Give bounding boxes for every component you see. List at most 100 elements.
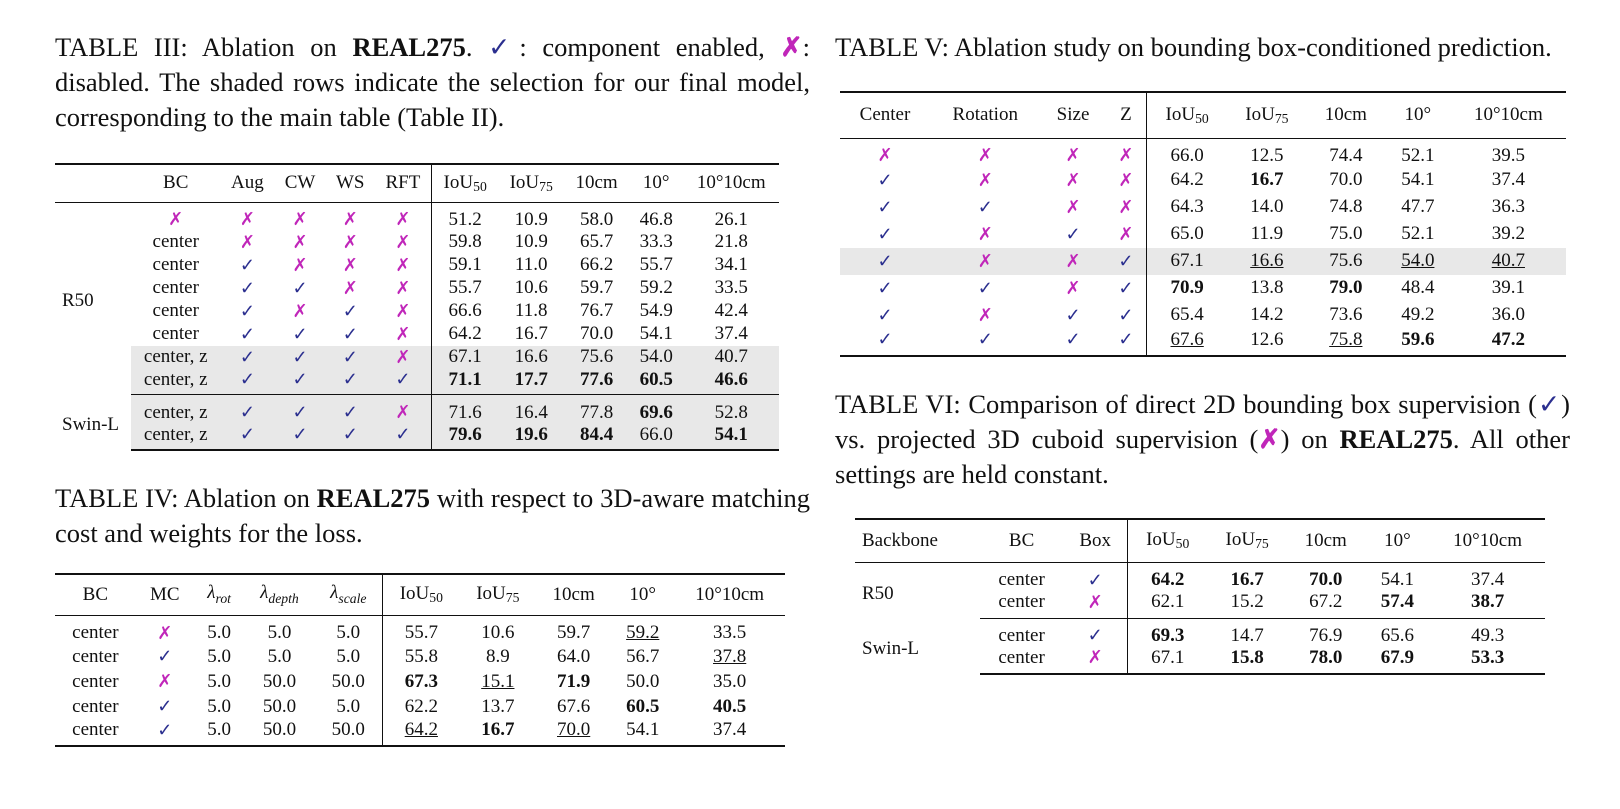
t6-header-bc: BC [979, 518, 1064, 563]
cross-icon: ✗ [168, 209, 184, 229]
table3: BC Aug CW WS RFT IoU50 IoU75 10cm 10° 10… [55, 163, 779, 451]
cross-icon: ✗ [395, 254, 411, 275]
table-cell: 37.8 [713, 645, 747, 667]
table-row: center ✓ ✓ ✗ ✗ 55.7 10.6 59.7 59.2 33.5 [55, 276, 779, 300]
table-cell: 54.0 [1384, 247, 1451, 275]
table-cell: 59.6 [1384, 328, 1451, 357]
table-cell: 14.7 [1230, 624, 1264, 646]
table-cell: 26.1 [714, 208, 748, 230]
table-cell: 56.7 [626, 645, 660, 667]
table-cell: 11.8 [514, 300, 548, 321]
table-cell: 60.5 [626, 695, 660, 717]
table-cell: 33.5 [714, 277, 748, 298]
check-icon: ✓ [239, 277, 255, 298]
cross-icon: ✗ [342, 231, 358, 252]
table-cell: 14.2 [1250, 304, 1284, 325]
table-cell: 58.0 [579, 208, 614, 230]
table-cell: 59.1 [431, 253, 499, 277]
table-cell: 66.0 [1146, 138, 1228, 167]
table-cell: 8.9 [485, 645, 510, 667]
t5-header-rotation: Rotation [952, 104, 1018, 126]
table-row: R50 ✗ ✗ ✗ ✗ ✗ 51.2 10.9 58.0 46.8 26.1 [55, 202, 779, 311]
table-cell: 52.1 [1401, 144, 1435, 166]
table-cell: 5.0 [267, 622, 292, 643]
t5-header-10deg: 10° [1404, 104, 1432, 126]
table-cell: 65.4 [1146, 301, 1228, 329]
cross-icon: ✗ [977, 169, 993, 190]
table-cell: 13.7 [481, 695, 515, 717]
table-cell: 5.0 [207, 670, 231, 692]
table-cell: center [72, 622, 119, 643]
cross-icon: ✗ [374, 394, 432, 424]
table-cell: center [979, 646, 1064, 675]
check-icon: ✓ [325, 368, 375, 395]
cross-icon: ✗ [342, 254, 358, 275]
table-row: center ✓ 5.0 50.0 50.0 64.2 16.7 70.0 54.1 37.4 [55, 719, 785, 747]
table-cell: 67.6 [1146, 328, 1228, 357]
table-cell: 71.1 [431, 368, 499, 395]
table-cell: 78.0 [1286, 646, 1365, 675]
table-cell: 14.0 [1250, 196, 1284, 217]
table-cell: center [152, 323, 199, 344]
table6: Backbone BC Box IoU50 IoU75 10cm 10° 10°… [855, 518, 1545, 675]
table-cell: 48.4 [1401, 277, 1435, 298]
table-cell: 12.5 [1250, 144, 1284, 166]
cross-icon: ✗ [157, 622, 173, 643]
table-cell: 57.4 [1364, 591, 1431, 619]
check-icon: ✓ [977, 196, 993, 217]
table-cell: 40.5 [713, 695, 747, 717]
table-cell: 55.7 [431, 276, 499, 300]
check-icon: ✓ [1065, 223, 1081, 244]
table-cell: 16.4 [498, 394, 565, 424]
cross-icon: ✗ [977, 223, 993, 244]
table-cell: 55.7 [381, 615, 460, 644]
table-cell: 55.8 [381, 644, 460, 669]
table3-caption: TABLE III: Ablation on REAL275. ✓: compo… [55, 32, 810, 132]
check-icon: ✓ [1105, 247, 1147, 275]
table5-caption: TABLE V: Ablation study on bounding box-… [835, 32, 1552, 62]
table-row: ✓ ✓ ✓ ✓ 67.6 12.6 75.8 59.6 47.2 [840, 328, 1566, 357]
check-icon: ✓ [1065, 304, 1081, 325]
table-cell: 67.6 [557, 695, 591, 717]
table-cell: 36.0 [1491, 304, 1525, 325]
table-cell: 69.6 [629, 394, 684, 424]
cross-icon: ✗ [977, 304, 993, 325]
row-group-label: Swin-L [862, 637, 919, 659]
table-cell: 54.1 [639, 323, 673, 344]
table-cell: 21.8 [714, 231, 748, 252]
table-cell: center [55, 719, 136, 747]
table-cell: center, z [131, 423, 221, 451]
row-group-label: R50 [62, 290, 94, 312]
t5-header-size: Size [1056, 104, 1090, 126]
check-icon: ✓ [877, 277, 893, 298]
table4: BC MC λrot λdepth λscale IoU50 IoU75 10c… [55, 573, 785, 747]
table-row: R50 center ✓ 64.2 16.7 70.0 54.1 37.4 [855, 562, 1545, 604]
table-cell: 16.7 [1250, 169, 1284, 190]
table-cell: 5.0 [193, 719, 245, 747]
check-icon: ✓ [274, 394, 326, 424]
table-cell: 66.2 [579, 254, 614, 275]
cross-icon: ✗ [395, 323, 411, 344]
check-icon: ✓ [840, 328, 930, 357]
table-cell: 54.1 [1401, 169, 1435, 190]
table-cell: 36.3 [1491, 196, 1525, 217]
check-icon: ✓ [220, 368, 275, 395]
check-icon: ✓ [342, 300, 358, 321]
table-cell: 38.7 [1430, 591, 1545, 619]
cross-icon: ✗ [292, 300, 308, 321]
check-icon: ✓ [220, 345, 275, 369]
check-icon: ✓ [135, 719, 194, 747]
cross-icon: ✗ [1118, 196, 1134, 217]
t4-header-bc: BC [82, 583, 109, 605]
cross-icon: ✗ [1118, 169, 1134, 190]
check-icon: ✓ [239, 254, 255, 275]
table-cell: 15.8 [1207, 646, 1287, 675]
t3-header-cw: CW [274, 164, 326, 203]
table-cell: 16.7 [514, 323, 548, 344]
cross-icon: ✗ [239, 231, 255, 252]
table-cell: 15.1 [481, 670, 515, 692]
table-cell: center [998, 569, 1045, 590]
check-icon: ✓ [220, 394, 275, 424]
check-icon: ✓ [374, 368, 432, 395]
table-cell: center, z [131, 394, 221, 424]
